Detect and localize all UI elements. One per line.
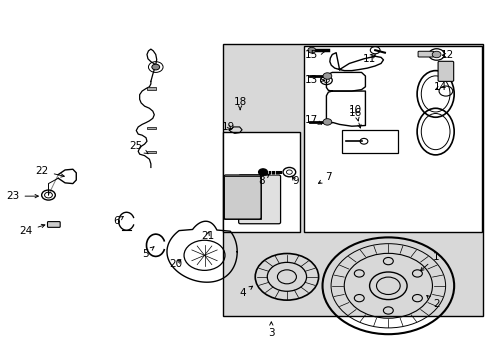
Text: 13: 13 — [305, 75, 324, 85]
Text: 12: 12 — [440, 50, 453, 60]
Text: 3: 3 — [267, 322, 274, 338]
Bar — [341, 130, 397, 153]
Bar — [147, 127, 156, 130]
Text: 5: 5 — [142, 247, 154, 258]
Text: 20: 20 — [169, 259, 183, 269]
Text: 17: 17 — [305, 115, 321, 125]
Text: 18: 18 — [233, 97, 246, 110]
Bar — [147, 87, 156, 90]
Text: 9: 9 — [291, 176, 298, 186]
Text: 4: 4 — [239, 286, 252, 298]
Bar — [304, 45, 481, 232]
FancyBboxPatch shape — [224, 175, 261, 219]
FancyBboxPatch shape — [417, 51, 433, 57]
Text: 22: 22 — [36, 166, 64, 177]
Text: 23: 23 — [6, 191, 38, 201]
Text: 8: 8 — [257, 174, 269, 186]
Circle shape — [258, 169, 267, 175]
Text: 25: 25 — [129, 141, 148, 154]
FancyBboxPatch shape — [47, 222, 60, 227]
FancyBboxPatch shape — [437, 61, 453, 81]
Bar — [147, 150, 156, 153]
Circle shape — [431, 51, 440, 58]
Circle shape — [307, 47, 315, 53]
Text: 24: 24 — [20, 224, 45, 236]
Text: 16: 16 — [348, 108, 362, 128]
Circle shape — [152, 64, 159, 70]
Text: 6: 6 — [113, 216, 123, 226]
Circle shape — [323, 73, 331, 79]
Text: 15: 15 — [305, 50, 324, 60]
Text: 21: 21 — [201, 231, 214, 240]
Text: 14: 14 — [432, 82, 446, 93]
Bar — [222, 132, 299, 232]
Text: 19: 19 — [222, 122, 235, 132]
Text: 2: 2 — [426, 296, 439, 309]
Text: 1: 1 — [420, 252, 439, 271]
Text: 10: 10 — [348, 105, 362, 121]
FancyBboxPatch shape — [238, 175, 280, 224]
Circle shape — [323, 119, 331, 125]
Bar — [222, 44, 483, 316]
Text: 7: 7 — [318, 172, 331, 184]
Text: 11: 11 — [362, 54, 375, 64]
